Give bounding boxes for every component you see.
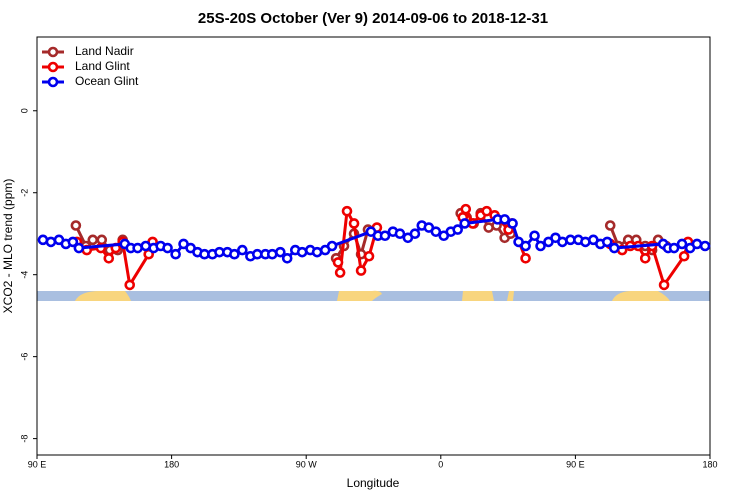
land-patch — [337, 290, 382, 301]
x-tick-label: 180 — [702, 459, 717, 469]
point — [676, 238, 688, 250]
point — [529, 230, 540, 242]
point — [237, 244, 248, 256]
y-tick-label: -2 — [19, 189, 29, 197]
point — [281, 252, 293, 264]
legend-marker — [47, 76, 59, 88]
x-tick-label: 90 E — [28, 459, 47, 469]
point — [67, 236, 79, 248]
point — [520, 240, 531, 252]
point — [430, 226, 442, 237]
point — [499, 214, 510, 225]
point — [604, 220, 616, 231]
point — [96, 234, 108, 246]
point — [355, 265, 367, 276]
point — [45, 236, 57, 248]
point — [658, 279, 670, 291]
x-axis-label: Longitude — [347, 476, 400, 490]
point — [363, 250, 375, 262]
point — [394, 228, 406, 240]
point — [170, 248, 181, 260]
point — [409, 228, 421, 240]
point — [520, 252, 531, 264]
point — [296, 246, 308, 258]
y-tick-label: -8 — [19, 435, 29, 443]
point — [507, 218, 518, 229]
point — [266, 248, 278, 260]
legend-label: Land Glint — [75, 59, 130, 73]
point — [124, 279, 136, 291]
point — [332, 257, 344, 268]
y-tick-label: 0 — [19, 108, 29, 113]
legend-label: Land Nadir — [75, 44, 134, 58]
point — [334, 267, 346, 278]
point — [162, 242, 173, 254]
point — [275, 246, 286, 258]
x-tick-label: 90 W — [296, 459, 318, 469]
land-patch — [75, 291, 131, 301]
point — [132, 242, 143, 254]
point — [608, 242, 620, 254]
point — [601, 236, 613, 248]
point — [678, 250, 690, 262]
point — [699, 240, 711, 252]
land-patch — [612, 291, 670, 301]
point — [639, 252, 651, 264]
x-tick-label: 90 E — [566, 459, 585, 469]
legend-label: Ocean Glint — [75, 74, 139, 88]
chart-title: 25S-20S October (Ver 9) 2014-09-06 to 20… — [198, 10, 548, 27]
point — [379, 230, 391, 242]
x-tick-label: 180 — [164, 459, 179, 469]
point — [73, 242, 85, 254]
point — [481, 205, 493, 217]
point — [668, 242, 680, 254]
land-ocean-mask — [37, 290, 710, 301]
point — [460, 203, 472, 215]
point — [229, 248, 240, 260]
land-patch — [507, 291, 514, 301]
legend-marker — [47, 61, 59, 73]
point — [459, 218, 471, 229]
legend-marker — [47, 46, 59, 58]
point — [348, 218, 360, 229]
point — [452, 224, 463, 235]
point — [557, 236, 568, 248]
x-tick-label: 0 — [438, 459, 443, 469]
y-tick-label: -4 — [19, 271, 29, 279]
land-patch — [462, 291, 494, 301]
point — [103, 252, 115, 264]
point — [326, 240, 338, 252]
y-axis-label: XCO2 - MLO trend (ppm) — [1, 179, 15, 314]
point — [70, 220, 82, 231]
point — [691, 238, 703, 250]
point — [311, 246, 323, 258]
point — [341, 205, 353, 217]
y-tick-label: -6 — [19, 353, 29, 361]
point — [87, 234, 99, 246]
point — [535, 240, 546, 252]
